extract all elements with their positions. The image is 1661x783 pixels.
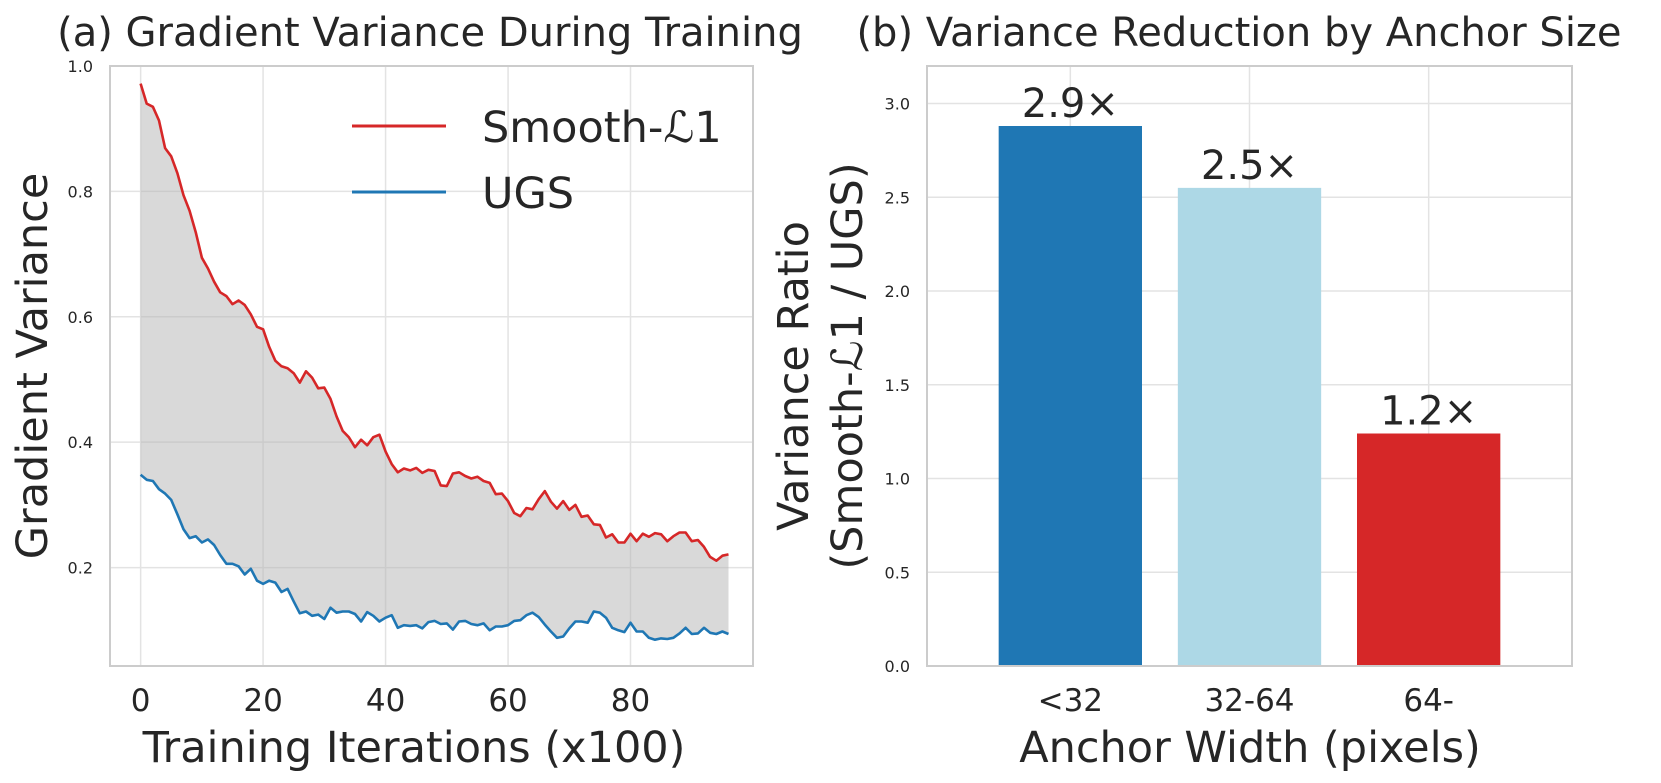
panel-b-y-tick-label: 1.5 xyxy=(885,376,910,395)
panel-b-title: (b) Variance Reduction by Anchor Size xyxy=(856,10,1621,56)
panel-a-y-axis-label: Gradient Variance xyxy=(8,173,58,560)
panel-b-x-ticks: <32 32-64 64- xyxy=(1038,683,1454,719)
panel-b-y-tick-label: 2.5 xyxy=(885,188,910,207)
panel-a-x-tick-label: 40 xyxy=(366,683,405,719)
panel-a-legend: Smooth-ℒ1 UGS xyxy=(352,103,722,219)
panel-b-y-axis-label-line2: (Smooth-ℒ1 / UGS) xyxy=(823,162,873,569)
panel-b-frame xyxy=(926,65,1573,667)
panel-a-title: (a) Gradient Variance During Training xyxy=(57,10,803,56)
panel-a-series-ugs-line xyxy=(139,473,729,641)
panel-a-gradient-variance: (a) Gradient Variance During Training 0 2… xyxy=(8,10,803,773)
panel-b-y-ticks: 0.0 0.5 1.0 1.5 2.0 2.5 3.0 xyxy=(885,95,910,677)
panel-a-x-ticks: 0 20 40 60 80 xyxy=(131,683,650,719)
panel-b-bar-value-label: 2.9× xyxy=(1022,81,1119,127)
legend-label-smooth-l1: Smooth-ℒ1 xyxy=(482,103,722,153)
panel-a-y-tick-label: 1.0 xyxy=(68,57,93,76)
panel-b-y-axis-label-line1: Variance Ratio xyxy=(769,221,819,531)
panel-b-y-tick-label: 0.0 xyxy=(885,657,910,676)
panel-a-frame xyxy=(109,65,754,667)
panel-b-x-tick-label: <32 xyxy=(1038,683,1103,719)
panel-a-fill-between xyxy=(140,83,729,640)
panel-b-bar-value-label: 1.2× xyxy=(1380,389,1477,435)
panel-a-x-axis-label: Training Iterations (x100) xyxy=(142,723,686,773)
panel-a-x-tick-label: 0 xyxy=(131,683,151,719)
panel-a-y-tick-label: 0.6 xyxy=(68,308,93,327)
panel-b-x-tick-label: 64- xyxy=(1403,683,1454,719)
panel-a-y-tick-label: 0.2 xyxy=(68,559,93,578)
panel-a-x-tick-label: 60 xyxy=(488,683,527,719)
panel-a-y-tick-label: 0.4 xyxy=(68,433,93,452)
panel-b-bar xyxy=(998,126,1142,666)
panel-b-y-tick-label: 0.5 xyxy=(885,563,910,582)
panel-b-bar-value-label: 2.5× xyxy=(1201,143,1298,189)
panel-b-bars: 2.9× 2.5× 1.2× xyxy=(998,81,1501,666)
panel-b-bar xyxy=(1177,187,1322,666)
panel-a-series-smooth-l1-line xyxy=(139,83,729,562)
legend-label-ugs: UGS xyxy=(482,169,574,219)
panel-a-x-tick-label: 80 xyxy=(611,683,650,719)
panel-b-y-tick-label: 1.0 xyxy=(885,470,910,489)
panel-a-y-ticks: 0.2 0.4 0.6 0.8 1.0 xyxy=(68,57,93,578)
panel-b-variance-reduction: (b) Variance Reduction by Anchor Size 2.… xyxy=(769,10,1622,773)
panel-b-y-tick-label: 3.0 xyxy=(885,95,910,114)
panel-a-x-tick-label: 20 xyxy=(243,683,282,719)
panel-b-x-axis-label: Anchor Width (pixels) xyxy=(1019,723,1481,773)
panel-b-bar xyxy=(1357,433,1501,666)
panel-b-x-tick-label: 32-64 xyxy=(1204,683,1294,719)
panel-a-y-tick-label: 0.8 xyxy=(68,182,93,201)
panel-b-y-tick-label: 2.0 xyxy=(885,282,910,301)
